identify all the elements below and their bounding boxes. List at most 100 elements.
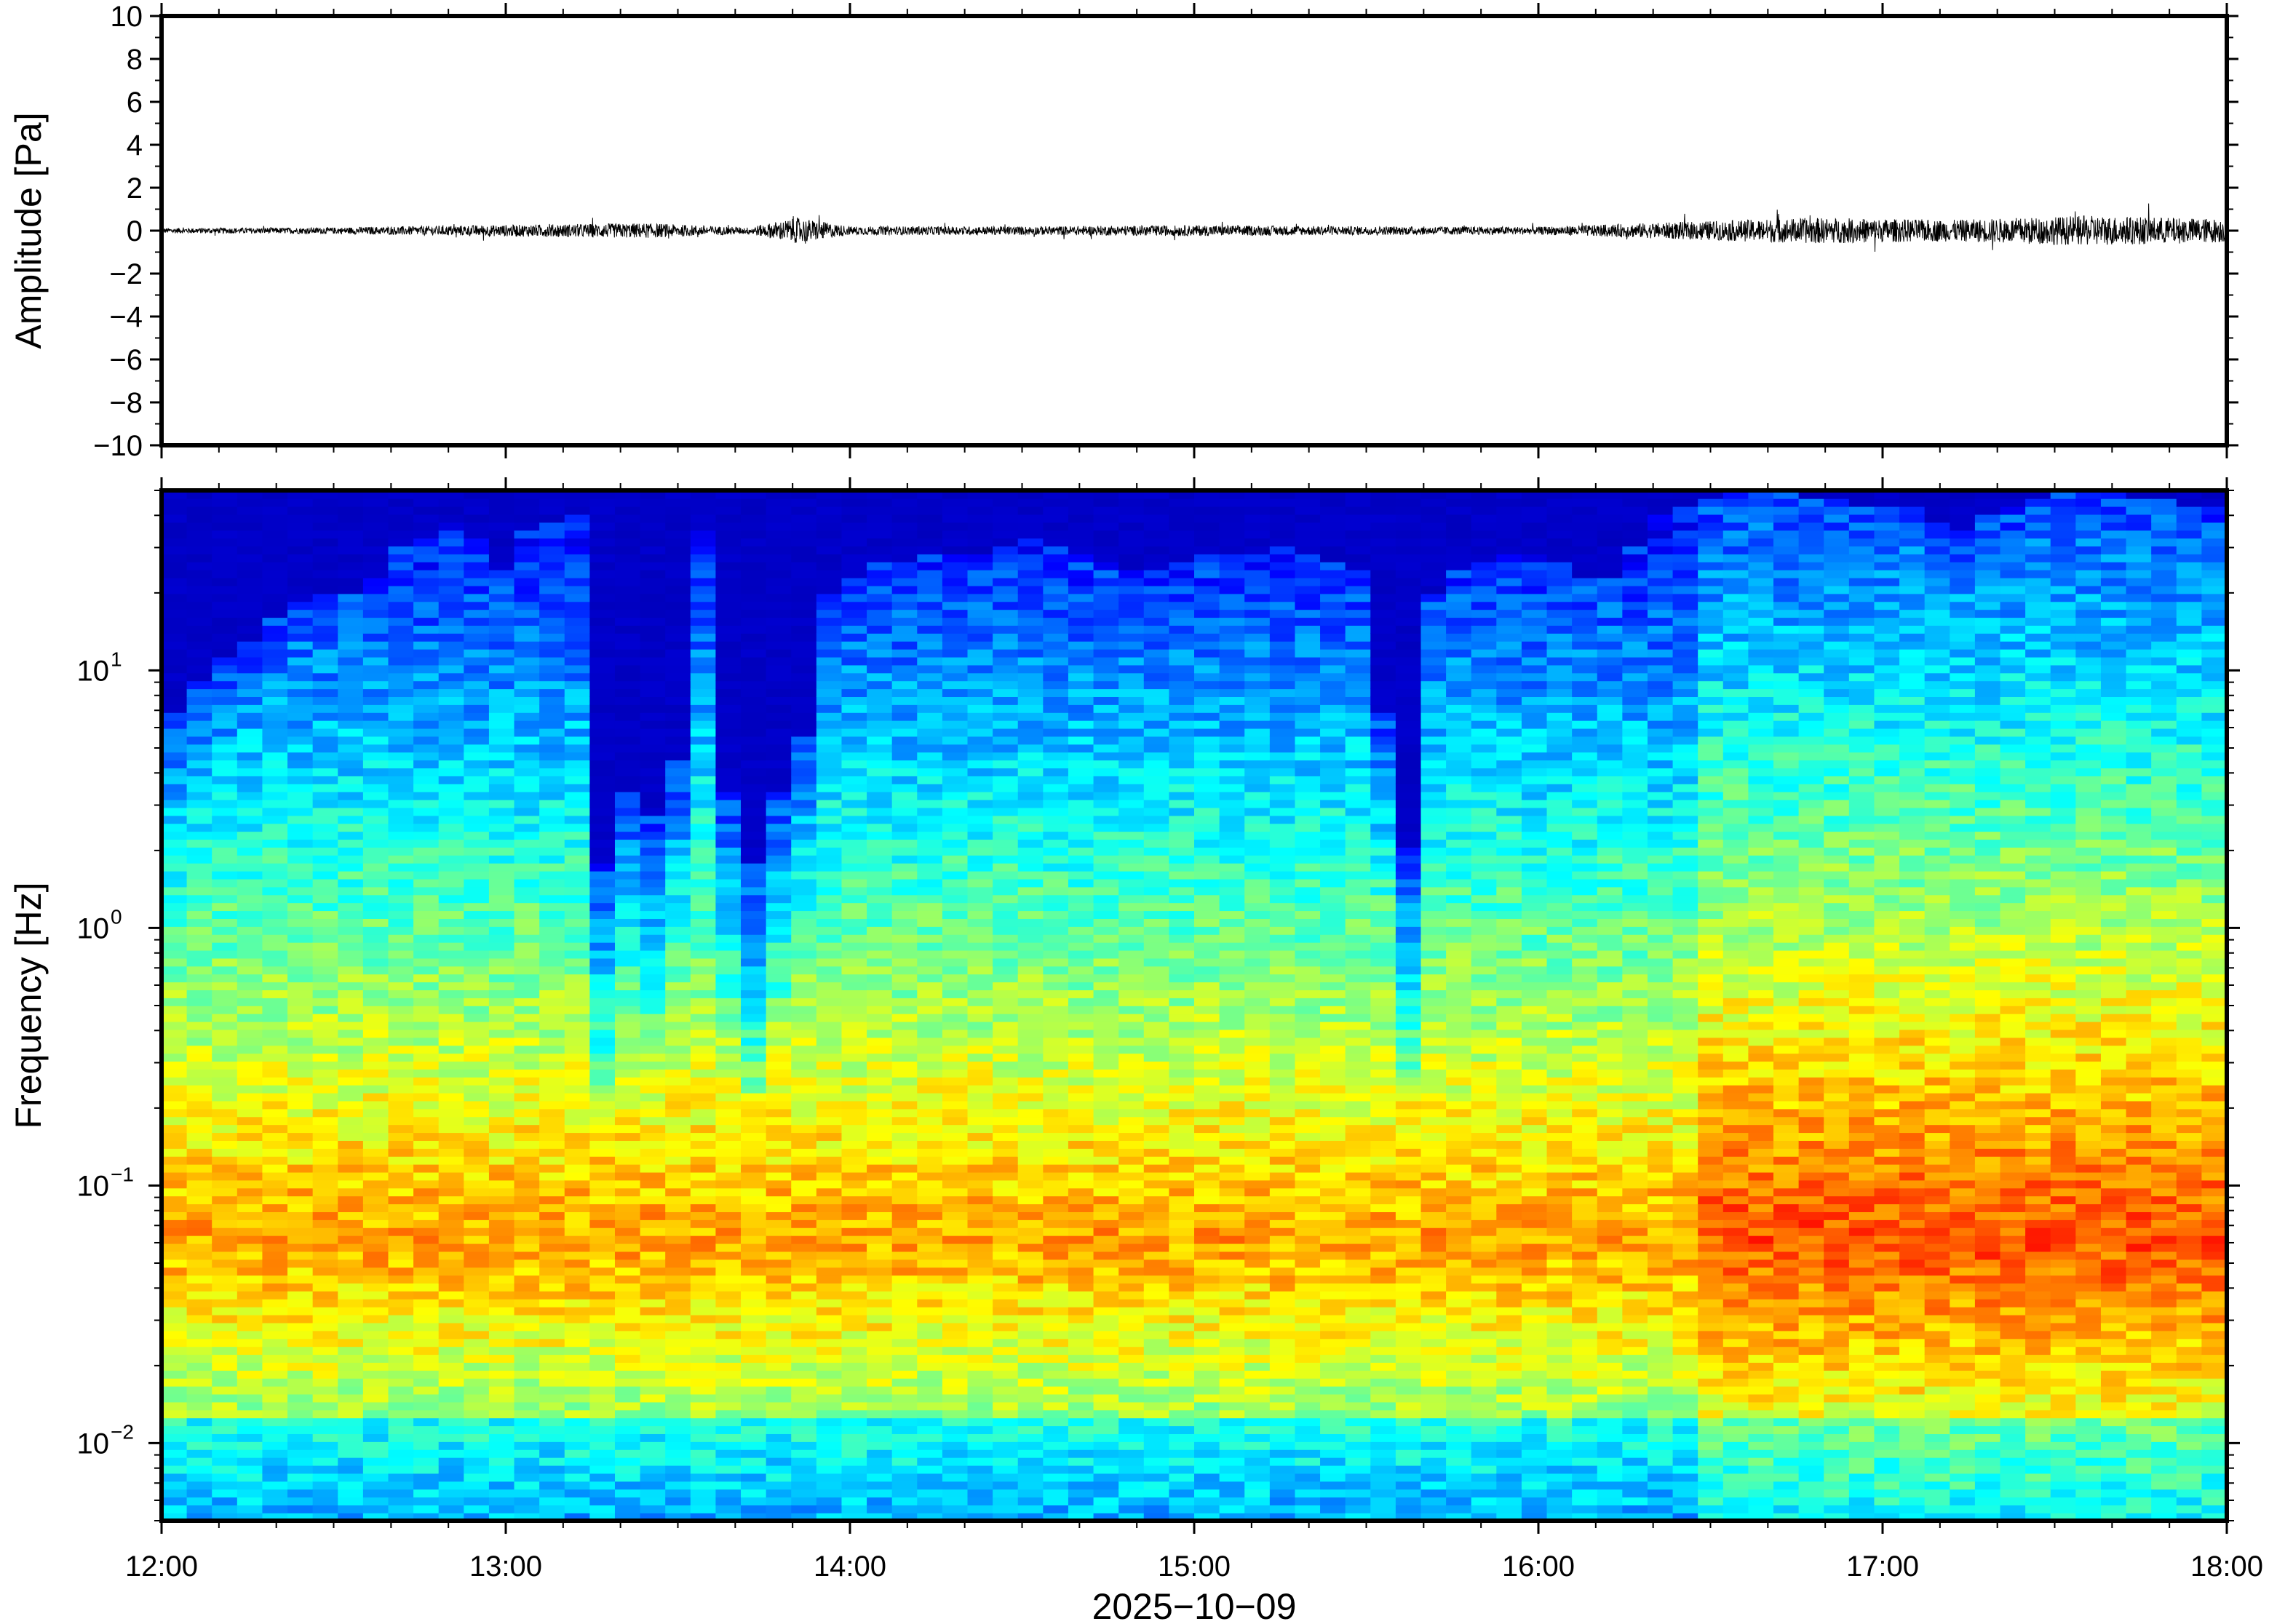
spectrogram-cell [690,1465,717,1474]
spectrogram-cell [614,1401,641,1411]
spectrogram-cell [488,546,515,554]
spectrogram-cell [312,1124,339,1134]
spectrogram-cell [665,784,691,792]
spectrogram-cell [640,601,666,610]
spectrogram-cell [162,664,188,674]
spectrogram-cell [287,1497,314,1506]
spectrogram-cell [488,656,515,666]
spectrogram-cell [488,894,515,904]
spectrogram-cell [614,1053,641,1062]
spectrogram-cell [891,966,918,975]
spectrogram-cell [287,1171,314,1181]
spectrogram-cell [1093,672,1119,682]
spectrogram-cell [640,1132,666,1141]
spectrogram-cell [287,601,314,610]
spectrogram-cell [1093,1251,1119,1260]
spectrogram-cell [362,530,389,539]
spectrogram-cell [262,1283,288,1291]
spectrogram-cell [891,633,918,642]
spectrogram-cell [237,1283,263,1291]
spectrogram-cell [564,878,591,888]
spectrogram-cell [614,656,641,666]
spectrogram-cell [413,1171,440,1181]
spectrogram-cell [338,791,364,800]
spectrogram-cell [237,672,263,682]
spectrogram-cell [1068,1457,1094,1466]
spectrogram-cell [212,1377,238,1387]
spectrogram-cell [1017,1385,1044,1395]
spectrogram-cell [212,498,238,507]
spectrogram-cell [438,950,465,959]
spectrogram-cell [690,791,717,800]
spectrogram-cell [212,1275,238,1284]
spectrogram-cell [967,1029,993,1038]
spectrogram-cell [388,1155,414,1165]
spectrogram-cell [287,1409,314,1419]
spectrogram-cell [1017,1409,1044,1419]
spectrogram-cell [186,1306,213,1315]
spectrogram-cell [791,1330,817,1340]
spectrogram-cell [917,752,943,761]
spectrogram-cell [766,1077,792,1086]
spectrogram-cell [942,736,969,745]
spectrogram-cell [312,1013,339,1022]
spectrogram-cell [338,839,364,848]
spectrogram-cell [237,1140,263,1149]
spectrogram-cell [993,1053,1019,1062]
spectrogram-cell [816,609,843,618]
spectrogram-cell [312,1037,339,1046]
spectrogram-cell [640,609,666,618]
spectrogram-cell [589,870,616,880]
spectrogram-cell [967,609,993,618]
spectrogram-cell [841,1346,867,1356]
spectrogram-cell [262,554,288,562]
spectrogram-cell [186,562,213,570]
spectrogram-cell [665,1401,691,1411]
spectrogram-cell [891,1497,918,1506]
spectrogram-cell [942,1370,969,1379]
spectrogram-cell [867,910,893,919]
spectrogram-cell [312,1084,339,1094]
spectrogram-cell [1043,672,1069,682]
spectrogram-cell [212,546,238,554]
spectrogram-cell [791,990,817,998]
spectrogram-cell [1043,1513,1069,1521]
spectrogram-cell [388,1433,414,1442]
spectrogram-cell [766,958,792,967]
spectrogram-cell [388,878,414,888]
spectrogram-cell [312,1465,339,1474]
spectrogram-cell [312,1029,339,1038]
spectrogram-cell [539,760,565,769]
spectrogram-cell [715,1401,742,1411]
spectrogram-cell [993,1155,1019,1165]
spectrogram-cell [488,1203,515,1212]
spectrogram-cell [967,514,993,523]
spectrogram-cell [993,1497,1019,1506]
spectrogram-cell [237,696,263,705]
spectrogram-cell [262,538,288,547]
spectrogram-cell [464,1195,490,1205]
spectrogram-cell [867,950,893,959]
spectrogram-cell [614,926,641,935]
spectrogram-cell [690,1370,717,1379]
spectrogram-cell [942,585,969,594]
spectrogram-cell [741,1417,767,1427]
spectrogram-cell [715,791,742,800]
spectrogram-cell [993,1267,1019,1276]
spectrogram-cell [640,1006,666,1014]
spectrogram-cell [1068,656,1094,666]
spectrogram-cell [589,680,616,690]
spectrogram-cell [1043,1243,1069,1252]
spectrogram-cell [464,1473,490,1482]
spectrogram-cell [791,1037,817,1046]
spectrogram-cell [816,633,843,642]
spectrogram-cell [741,1425,767,1434]
spectrogram-cell [766,1314,792,1324]
spectrogram-cell [438,1045,465,1054]
spectrogram-cell [362,562,389,570]
spectrogram-cell [1068,1314,1094,1324]
spectrogram-cell [413,998,440,1006]
spectrogram-cell [438,776,465,784]
spectrogram-cell [488,958,515,967]
spectrogram-cell [690,577,717,586]
